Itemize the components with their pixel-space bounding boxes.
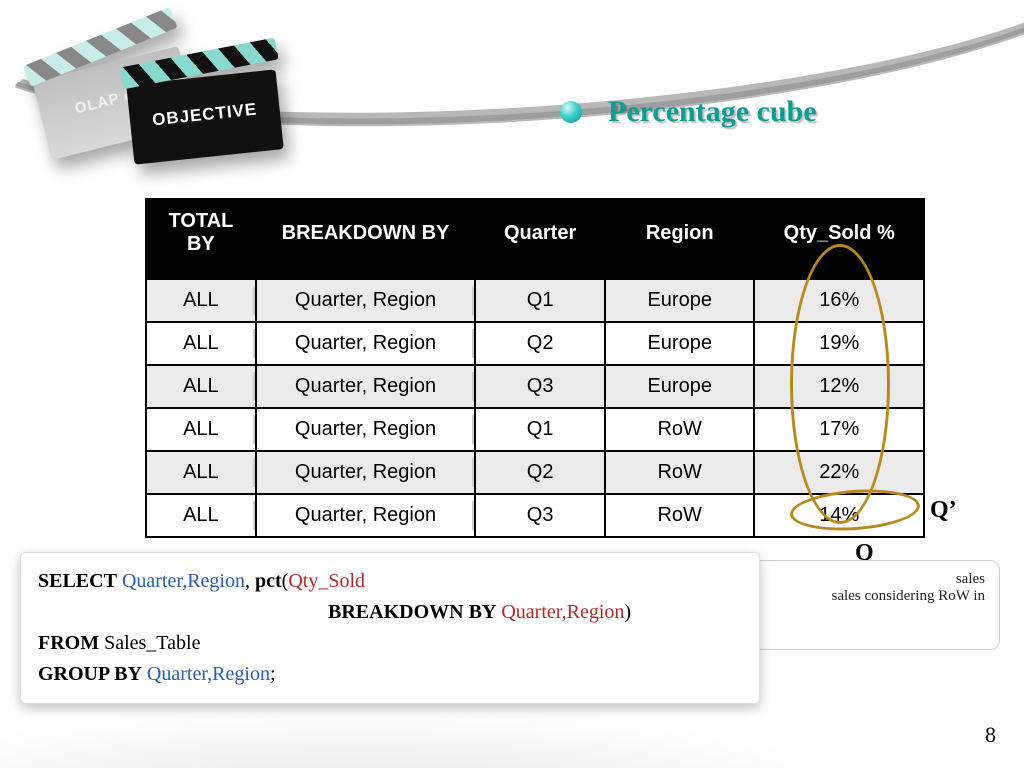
table-cell: RoW [605, 451, 755, 494]
page-number: 8 [985, 722, 996, 748]
sql-func: pct [255, 570, 282, 592]
table-cell: Q1 [475, 408, 605, 451]
title-wrap: Percentage cube [560, 95, 817, 129]
table-cell: Quarter, Region [256, 279, 475, 322]
sql-keyword: SELECT [38, 570, 117, 592]
sql-sep: , [245, 570, 255, 592]
highlight-oval-big [790, 244, 890, 524]
table-cell: Quarter, Region [256, 408, 475, 451]
annotation-q-prime: Q’ [930, 497, 957, 524]
table-cell: ALL [146, 494, 256, 537]
table-cell: RoW [605, 494, 755, 537]
clapper-front-label: OBJECTIVE [129, 97, 280, 133]
table-cell: RoW [605, 408, 755, 451]
hidden-note-line: sales [755, 571, 985, 588]
hidden-note-line: sales considering RoW in [755, 588, 985, 605]
table-cell: Q1 [475, 279, 605, 322]
sql-keyword: BREAKDOWN BY [328, 601, 496, 623]
col-header: Region [605, 199, 755, 279]
table-cell: ALL [146, 322, 256, 365]
table-cell: ALL [146, 408, 256, 451]
hidden-note-box: sales sales considering RoW in [740, 560, 1000, 650]
col-header: TOTAL BY [146, 199, 256, 279]
sql-columns: Quarter,Region [122, 570, 245, 592]
table-cell: Q3 [475, 494, 605, 537]
page-title: Percentage cube [608, 95, 817, 129]
table-cell: Q2 [475, 322, 605, 365]
sql-columns: Quarter,Region [501, 601, 624, 623]
sql-columns: Quarter,Region [147, 663, 270, 685]
sql-box: SELECT Quarter,Region, pct(Qty_Sold BREA… [20, 552, 760, 704]
sql-keyword: FROM [38, 632, 99, 654]
table-cell: Europe [605, 365, 755, 408]
table-cell: ALL [146, 451, 256, 494]
table-cell: Q2 [475, 451, 605, 494]
table-cell: Quarter, Region [256, 451, 475, 494]
table-cell: Europe [605, 322, 755, 365]
table-cell: Europe [605, 279, 755, 322]
sql-keyword: GROUP BY [38, 663, 142, 685]
sql-table: Sales_Table [104, 632, 200, 654]
table-cell: ALL [146, 279, 256, 322]
sql-paren: ) [624, 601, 631, 623]
table-cell: ALL [146, 365, 256, 408]
col-header: Quarter [475, 199, 605, 279]
table-cell: Quarter, Region [256, 494, 475, 537]
table-cell: Quarter, Region [256, 365, 475, 408]
sql-arg: Qty_Sold [288, 570, 365, 592]
table-header-row: TOTAL BY BREAKDOWN BY Quarter Region Qty… [146, 199, 924, 279]
sql-semi: ; [270, 663, 276, 685]
col-header: BREAKDOWN BY [256, 199, 475, 279]
table-cell: Quarter, Region [256, 322, 475, 365]
table-cell: Q3 [475, 365, 605, 408]
bullet-icon [560, 101, 582, 123]
